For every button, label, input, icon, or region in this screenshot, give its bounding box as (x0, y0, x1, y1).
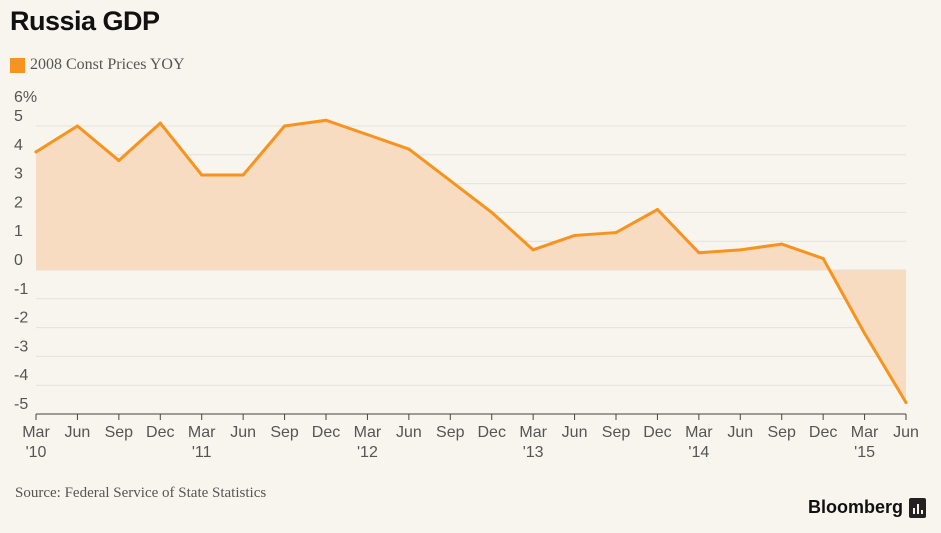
x-tick-year-label: '12 (357, 444, 378, 461)
data-point (780, 242, 784, 246)
data-point (821, 256, 825, 260)
y-tick-label: 2 (14, 194, 23, 211)
data-point (697, 251, 701, 255)
x-tick-label: Mar (519, 424, 547, 441)
x-tick-label: Jun (562, 424, 588, 441)
y-tick-label: 4 (14, 137, 23, 154)
data-point (200, 173, 204, 177)
x-tick-label: Dec (312, 424, 340, 441)
series-line (34, 118, 908, 404)
x-tick-year-label: '11 (192, 444, 212, 461)
y-tick-label: -4 (14, 367, 28, 384)
data-point (407, 147, 411, 151)
data-point (573, 233, 577, 237)
data-point (655, 208, 659, 212)
y-tick-label: 6% (14, 89, 37, 106)
data-point (904, 400, 908, 404)
y-axis: 6% 5 4 3 2 1 0 -1 -2 -3 -4 -5 (14, 89, 37, 413)
x-tick-label: Dec (477, 424, 505, 441)
x-tick-label: Jun (893, 424, 919, 441)
data-point (241, 173, 245, 177)
x-tick-label: Mar (22, 424, 50, 441)
x-tick-label: Jun (396, 424, 422, 441)
chart-title: Russia GDP (10, 6, 160, 36)
x-tick-label: Dec (809, 424, 837, 441)
data-point (365, 133, 369, 137)
y-tick-label: 5 (14, 108, 23, 125)
data-point (34, 150, 38, 154)
x-axis: Mar '10 Jun Sep Dec Mar '11 Jun Sep Dec Mar '12 Jun S… (22, 413, 919, 461)
y-tick-label: 1 (14, 223, 23, 240)
y-tick-label: 3 (14, 166, 23, 183)
data-point (75, 124, 79, 128)
legend-label: 2008 Const Prices YOY (30, 56, 185, 73)
x-tick-label: Jun (65, 424, 91, 441)
data-point (448, 179, 452, 183)
y-tick-label: -1 (14, 281, 28, 298)
x-tick-label: Mar (851, 424, 879, 441)
data-point (117, 159, 121, 163)
legend-swatch (10, 57, 25, 73)
y-tick-label: 0 (14, 252, 23, 269)
x-tick-label: Sep (270, 424, 299, 441)
x-tick-label: Mar (685, 424, 713, 441)
brand-logo: Bloomberg (808, 497, 926, 518)
x-tick-label: Sep (602, 424, 631, 441)
x-tick-label: Mar (188, 424, 216, 441)
x-tick-year-label: '15 (854, 444, 875, 461)
x-tick-label: Mar (354, 424, 382, 441)
series-line-path (34, 118, 908, 404)
x-tick-label: Sep (105, 424, 134, 441)
data-point (490, 210, 494, 214)
area-fill-shape (36, 120, 906, 403)
x-tick-year-label: '14 (688, 444, 709, 461)
data-point (283, 124, 287, 128)
x-tick-year-label: '10 (26, 444, 47, 461)
x-tick-label: Sep (436, 424, 465, 441)
data-point (738, 248, 742, 252)
bloomberg-icon (909, 497, 926, 518)
x-tick-label: Dec (643, 424, 671, 441)
y-tick-label: -5 (14, 396, 28, 413)
data-point (863, 331, 867, 335)
x-tick-label: Jun (230, 424, 256, 441)
area-fill (36, 120, 906, 403)
x-tick-label: Dec (146, 424, 174, 441)
legend: 2008 Const Prices YOY (10, 56, 185, 74)
data-point (324, 118, 328, 122)
x-tick-year-label: '13 (523, 444, 544, 461)
data-point (531, 248, 535, 252)
y-tick-label: -2 (14, 310, 28, 327)
x-tick-label: Sep (767, 424, 796, 441)
brand-name: Bloomberg (807, 497, 903, 517)
x-tick-label: Jun (727, 424, 753, 441)
source-note: Source: Federal Service of State Statist… (15, 485, 267, 501)
data-point (158, 121, 162, 125)
y-tick-label: -3 (14, 338, 28, 355)
data-point (614, 231, 618, 235)
